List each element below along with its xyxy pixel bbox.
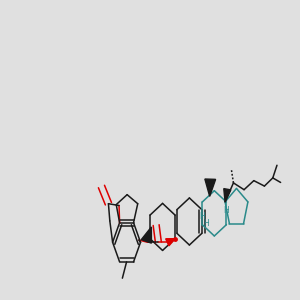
Polygon shape — [224, 189, 231, 202]
Polygon shape — [166, 239, 175, 246]
Polygon shape — [205, 179, 216, 196]
Text: H: H — [223, 206, 229, 215]
Text: H: H — [200, 212, 205, 221]
Polygon shape — [141, 227, 152, 243]
Text: H: H — [203, 219, 209, 228]
